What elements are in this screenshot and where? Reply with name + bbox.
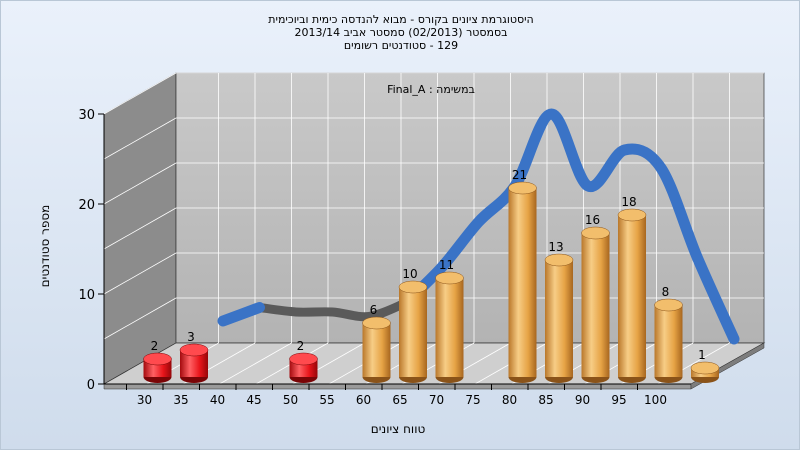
chart-title-line-1: היסטוגרמת ציונים בקורס - מבוא להנדסה כימ… (268, 13, 534, 26)
bar-value-label: 10 (402, 267, 417, 281)
x-tick-label: 50 (283, 393, 298, 407)
bar-top (654, 298, 683, 312)
bar-value-label: 21 (512, 168, 527, 182)
chart-title-line-2: בסמסטר (02/2013) סמסטר אביב 2013/14 (294, 26, 508, 39)
chart-title-line-3: 129 - סטודנטים רשומים (343, 39, 459, 52)
bar-body (654, 305, 683, 377)
bar-body (508, 188, 537, 377)
gridline-side (103, 72, 177, 115)
x-axis-label: טווח ציונים (371, 422, 426, 436)
bar-70: 11 (435, 258, 464, 383)
annotation-label: במשימה : Final_A (387, 83, 475, 96)
x-tick-label: 40 (210, 393, 225, 407)
bar-body (618, 215, 646, 377)
bar-105: 1 (690, 348, 720, 383)
bar-top (398, 280, 428, 294)
bar-60: 6 (362, 303, 391, 383)
bar-body (581, 233, 610, 377)
bar-value-label: 3 (187, 330, 195, 344)
bar-value-label: 1 (698, 348, 706, 362)
bar-65: 10 (398, 267, 428, 383)
x-tick-label: 55 (319, 393, 334, 407)
x-tick-label: 35 (173, 393, 188, 407)
bar-top (179, 343, 209, 357)
x-tick-label: 45 (246, 393, 261, 407)
bar-80: 21 (508, 168, 537, 383)
trend-line (217, 108, 740, 345)
x-tick-label: 30 (137, 393, 152, 407)
bar-100: 8 (654, 285, 683, 383)
x-tick-label: 75 (465, 393, 480, 407)
bar-top (362, 316, 391, 330)
bar-value-label: 18 (621, 195, 636, 209)
x-tick-label: 90 (575, 393, 590, 407)
y-axis-label: מספר סטודנטים (38, 205, 52, 288)
bar-top (581, 226, 610, 240)
y-tick-label: 30 (78, 108, 95, 123)
bar-value-label: 6 (370, 303, 378, 317)
bar-30: 2 (143, 339, 172, 383)
x-tick-label: 85 (538, 393, 553, 407)
bar-95: 18 (617, 195, 647, 383)
bar-value-label: 13 (548, 240, 563, 254)
bar-body (362, 323, 391, 377)
bar-value-label: 2 (151, 339, 159, 353)
y-tick-label: 10 (78, 288, 95, 303)
x-tick-label: 70 (429, 393, 444, 407)
y-tick-label: 0 (87, 378, 95, 393)
y-tick-label: 20 (78, 198, 95, 213)
bar-value-label: 11 (439, 258, 454, 272)
x-tick-label: 80 (502, 393, 517, 407)
bar-value-label: 16 (585, 213, 600, 227)
bar-value-label: 2 (297, 339, 305, 353)
bar-top (617, 208, 647, 222)
gridline-side (103, 207, 177, 250)
x-tick-label: 60 (356, 393, 371, 407)
bar-top (508, 181, 537, 195)
bar-85: 13 (544, 240, 574, 383)
bar-body (399, 287, 427, 377)
bar-top (435, 271, 464, 285)
bar-value-label: 8 (662, 285, 670, 299)
floor-front-edge (103, 383, 692, 390)
bar-body (545, 260, 573, 377)
gridline-side (103, 162, 177, 205)
bar-top (690, 361, 720, 375)
x-tick-label: 100 (644, 393, 667, 407)
x-tick-label: 65 (392, 393, 407, 407)
bar-90: 16 (581, 213, 610, 383)
gridline-side (103, 297, 177, 340)
bar-50: 2 (289, 339, 318, 383)
bar-top (143, 352, 172, 366)
gridline-floor (219, 342, 292, 385)
x-tick-label: 95 (611, 393, 626, 407)
bar-top (544, 253, 574, 267)
bar-35: 3 (179, 330, 209, 383)
gridline-side (103, 252, 177, 295)
trend-line-gray (255, 298, 410, 322)
gridline-side (103, 117, 177, 160)
bar-body (435, 278, 464, 377)
bar-top (289, 352, 318, 366)
